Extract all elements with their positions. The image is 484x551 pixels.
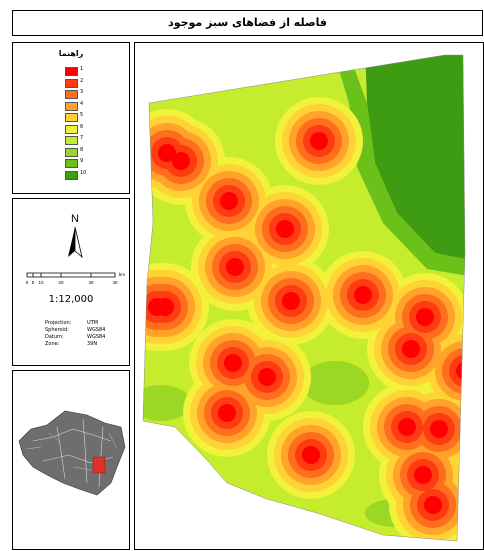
legend-swatch	[65, 159, 78, 168]
legend-panel: راهنما 1 2 3 4 5 6 7 8 9 10	[12, 42, 130, 194]
legend-swatch	[65, 90, 78, 99]
distance-ring	[402, 340, 420, 358]
inset-highlight-area	[92, 456, 106, 474]
legend-swatch	[65, 136, 78, 145]
legend-label: 3	[80, 89, 84, 95]
distance-ring	[158, 144, 176, 162]
distance-ring	[282, 292, 300, 310]
legend-swatch	[65, 101, 78, 111]
distance-ring	[442, 348, 465, 394]
scale-tick-label: 30	[88, 280, 94, 285]
scale-unit: km	[119, 272, 125, 277]
distance-ring	[449, 355, 465, 387]
legend-swatch	[65, 124, 78, 134]
legend-title: راهنما	[58, 49, 84, 58]
legend-label: 4	[80, 100, 84, 107]
distance-ring	[354, 286, 372, 304]
inset-map	[18, 410, 126, 496]
legend-swatch	[65, 113, 78, 122]
north-arrow-icon	[68, 226, 83, 259]
legend-swatch	[65, 78, 78, 88]
distance-ring	[414, 466, 432, 484]
scale-tick-label: 20	[58, 280, 64, 285]
datum-row: Datum: WGS84	[45, 334, 106, 340]
distance-ring	[172, 152, 190, 170]
legend-swatch	[65, 170, 78, 180]
distance-ring	[398, 418, 416, 436]
scale-tick-label: 5	[32, 280, 35, 285]
legend-swatch	[65, 67, 78, 76]
legend-label: 6	[80, 123, 84, 130]
legend-label: 5	[80, 112, 84, 118]
north-scale-panel: N 0 5 10 20 30 40 km 1:12,000 Projection: UTM…	[12, 198, 130, 366]
legend-label: 2	[80, 77, 84, 84]
study-area-outline	[142, 54, 466, 542]
distance-ring	[424, 496, 442, 514]
north-arrow-graphic: N 0 5 10 20 30 40 km	[26, 213, 126, 285]
legend-swatch	[65, 147, 78, 157]
map-frame	[134, 42, 484, 550]
zone-row: Zone: 39N	[45, 341, 98, 347]
distance-ring	[302, 446, 320, 464]
inset-map-panel	[12, 370, 130, 550]
scale-tick-label: 0	[26, 280, 29, 285]
distance-ring	[218, 404, 236, 422]
distance-raster-map	[142, 54, 466, 542]
distance-ring	[456, 362, 465, 380]
projection-row: Projection: UTM	[45, 320, 99, 326]
map-title: فاصله از فضاهای سبز موجود	[168, 16, 327, 29]
distance-ring	[220, 192, 238, 210]
distance-ring	[430, 420, 448, 438]
far-zone	[365, 55, 465, 263]
north-label: N	[71, 213, 79, 225]
legend-label: 10	[80, 169, 87, 176]
distance-ring	[226, 258, 244, 276]
scale-ratio: 1:12,000	[48, 294, 94, 305]
distance-ring	[276, 220, 294, 238]
projection-info: Projection: UTM Spheroid: WGS84 Datum: W…	[45, 320, 115, 348]
scale-bar	[26, 272, 116, 278]
legend-label: 8	[80, 146, 84, 153]
scale-tick-label: 40	[112, 280, 118, 285]
distance-ring	[156, 298, 174, 316]
map-title-frame: فاصله از فضاهای سبز موجود	[12, 10, 483, 36]
distance-ring	[224, 354, 242, 372]
legend-label: 9	[80, 158, 84, 164]
distance-ring	[416, 308, 434, 326]
distance-ring	[258, 368, 276, 386]
legend-label: 7	[80, 135, 84, 141]
scale-tick-label: 10	[38, 280, 44, 285]
distance-ring	[310, 132, 328, 150]
legend-label: 1	[80, 66, 84, 72]
spheroid-row: Spheroid: WGS84	[45, 327, 106, 333]
